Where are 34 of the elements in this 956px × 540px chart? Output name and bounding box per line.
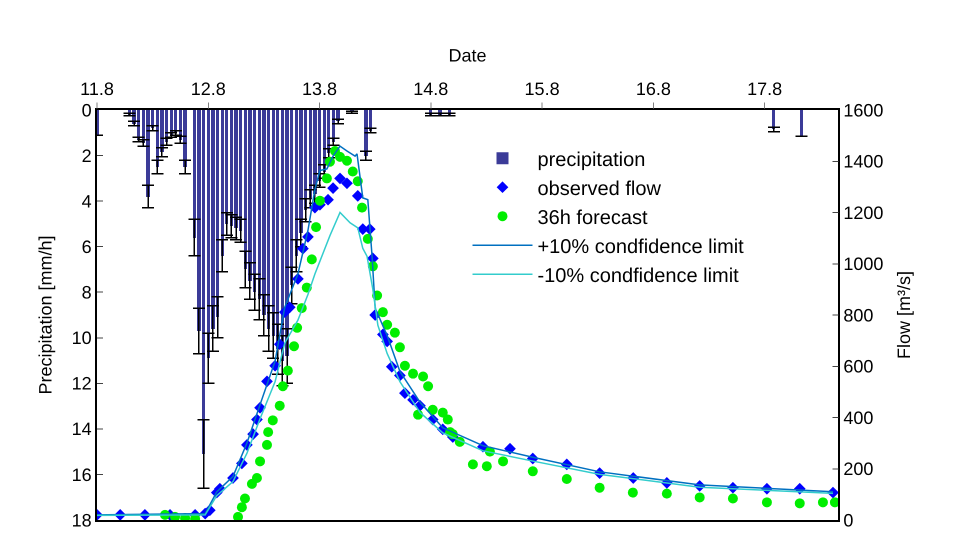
x-tick-label: 11.8 [80, 79, 114, 100]
x-tick-label: 13.8 [302, 79, 338, 100]
y2-tick-label: 1000 [843, 254, 884, 274]
x-axis-title: Date [448, 46, 487, 66]
x-tick-label: 12.8 [190, 79, 226, 100]
legend-label: precipitation [538, 149, 646, 171]
y2-tick-label: 1400 [843, 152, 884, 172]
y-axis-title: Precipitation [mm/h] [35, 235, 56, 395]
y-tick-label: 10 [72, 328, 92, 348]
y-tick-label: 0 [82, 100, 92, 120]
legend-label: observed flow [538, 178, 662, 200]
x-tick-label: 15.8 [524, 79, 560, 100]
y2-tick-label: 1600 [843, 100, 884, 120]
legend-label: +10% condfidence limit [538, 236, 744, 258]
y2-tick-label: 200 [843, 459, 874, 480]
y-tick-label: 2 [82, 146, 92, 166]
x-tick-label: 14.8 [413, 79, 448, 100]
legend-label: -10% condfidence limit [538, 265, 740, 287]
y-tick-label: 12 [72, 374, 92, 394]
y2-tick-label: 0 [843, 510, 854, 530]
y2-tick-label: 800 [843, 305, 874, 326]
y2-tick-label: 600 [843, 356, 874, 377]
y-tick-label: 14 [72, 419, 92, 440]
y2-tick-label: 400 [843, 408, 874, 428]
legend-label: 36h forecast [538, 207, 648, 229]
y2-tick-label: 1200 [843, 202, 884, 223]
y-tick-label: 16 [72, 464, 92, 485]
x-tick-label: 16.8 [636, 79, 671, 100]
y2-axis-title: Flow [m³/s] [894, 271, 914, 359]
y-tick-label: 6 [82, 236, 92, 257]
y-tick-label: 4 [82, 191, 92, 212]
y-tick-label: 18 [72, 510, 92, 530]
y-tick-label: 8 [82, 282, 92, 303]
x-tick-label: 17.8 [747, 79, 782, 100]
